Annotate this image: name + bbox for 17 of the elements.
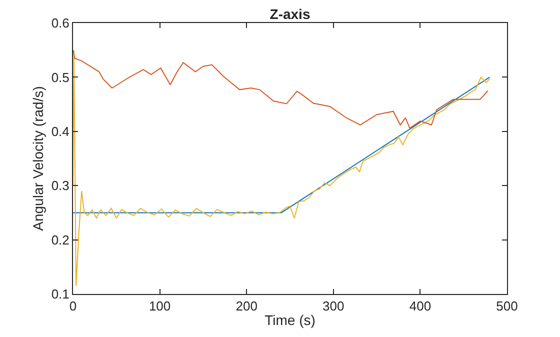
x-tick-label: 200 — [236, 298, 258, 314]
y-axis-title: Angular Velocity (rad/s) — [30, 86, 46, 231]
y-tick-label: 0.1 — [51, 286, 70, 302]
chart-title: Z-axis — [270, 6, 310, 22]
y-tick-label: 0.4 — [51, 124, 70, 139]
x-tick-label: 300 — [322, 298, 344, 314]
y-tick-label: 0.2 — [51, 232, 70, 248]
x-axis-title: Time (s) — [264, 312, 316, 328]
line-series — [73, 50, 490, 286]
x-tick-label: 500 — [496, 298, 518, 314]
x-tick-label: 400 — [409, 298, 432, 314]
x-tick-label: 0 — [69, 298, 77, 314]
x-tick-label: 100 — [148, 298, 171, 314]
y-tick-label: 0.6 — [51, 16, 70, 31]
y-tick-label: 0.3 — [51, 178, 70, 194]
line-series — [73, 50, 488, 129]
y-tick-label: 0.5 — [51, 70, 70, 85]
